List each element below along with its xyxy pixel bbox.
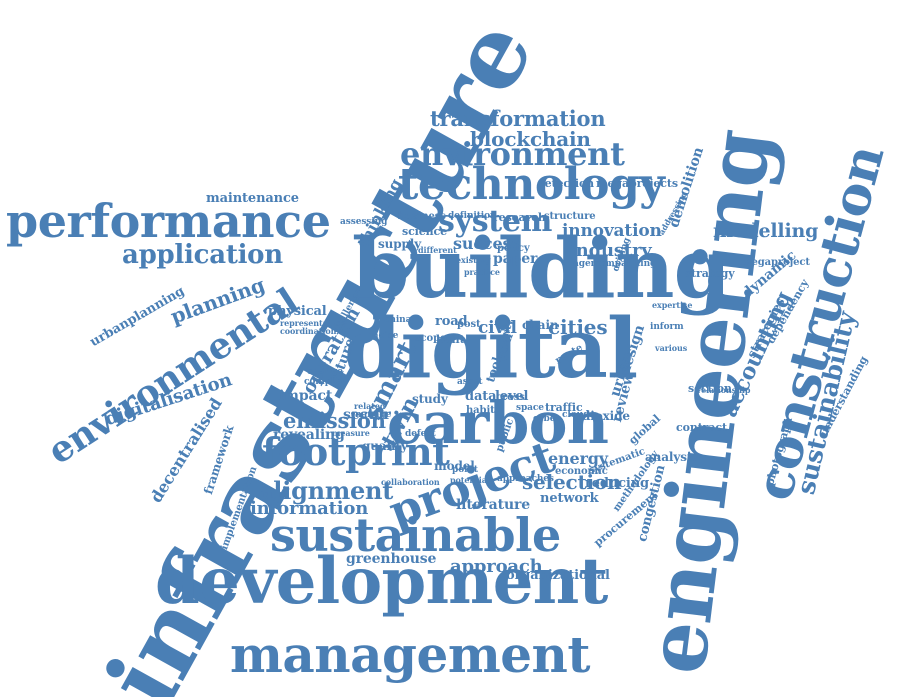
- word-scope: scope: [415, 333, 447, 344]
- word-environment: environment: [400, 135, 625, 173]
- word-network: network: [540, 491, 599, 506]
- word-inform: inform: [650, 322, 684, 332]
- word-manage: manage: [352, 410, 392, 420]
- word-application: application: [122, 240, 283, 270]
- word-selection: selection: [522, 470, 622, 494]
- word-related: related: [354, 401, 386, 411]
- word-detection: detection: [537, 177, 595, 190]
- word-sustainable: sustainable: [270, 508, 561, 562]
- word-measure: measure: [332, 428, 370, 438]
- word-modelling: modelling: [713, 220, 819, 242]
- word-paper: paper: [493, 251, 538, 267]
- word-relationship: relationship: [697, 385, 751, 395]
- word-strategy: strategy: [685, 267, 735, 280]
- word-noise: noise: [372, 331, 399, 341]
- word-policy: policy: [497, 243, 530, 254]
- word-study: study: [412, 392, 448, 406]
- word-dioxide: dioxide: [582, 409, 630, 423]
- word-blockchain: blockchain: [470, 127, 591, 151]
- word-business: business: [398, 211, 446, 222]
- word-road: road: [435, 314, 468, 329]
- word-definition: definition: [448, 211, 497, 221]
- word-section: section: [688, 382, 732, 395]
- word-cyber: cyber: [533, 414, 561, 424]
- word-impact: impact: [279, 388, 333, 404]
- word-transformation: transformation: [430, 106, 606, 131]
- word-different: different: [418, 245, 457, 255]
- word-greenhouse: greenhouse: [346, 551, 437, 567]
- word-habit: habit: [466, 405, 495, 416]
- word-point: point: [452, 465, 478, 475]
- word-success: success: [453, 234, 521, 253]
- word-built: built: [436, 333, 465, 346]
- word-organizational: organizational: [506, 568, 610, 583]
- word-representation: representation: [280, 318, 346, 328]
- word-practice: practice: [464, 267, 500, 277]
- word-supply: supply: [378, 237, 422, 251]
- word-model: model: [434, 459, 475, 473]
- word-coordination: coordination: [280, 326, 337, 336]
- word-economic: economic: [555, 466, 608, 477]
- word-structure: structure: [544, 211, 596, 222]
- word-change: change: [307, 367, 343, 377]
- word-literature: literature: [456, 497, 530, 513]
- word-quality: quality: [362, 439, 408, 453]
- word-level: level: [495, 389, 529, 404]
- word-industry: industry: [569, 240, 652, 261]
- word-civil: civil: [478, 318, 517, 338]
- word-sector: sector: [343, 407, 391, 423]
- word-building: building: [352, 221, 731, 317]
- word-physical: physical: [268, 304, 327, 319]
- word-emission: emission: [283, 408, 386, 433]
- word-collaboration: collaboration: [381, 477, 440, 487]
- word-cross: cross: [496, 392, 525, 403]
- word-data: data: [465, 389, 497, 404]
- word-management: management: [230, 625, 591, 684]
- word-megaprojects: megaprojects: [596, 177, 678, 190]
- word-alignment: alignment: [258, 476, 394, 505]
- word-asset: asset: [457, 377, 483, 387]
- word-defect: defect: [405, 429, 436, 439]
- word-existing: existing: [456, 255, 491, 265]
- word-reducing: reducing: [585, 476, 650, 491]
- word-footprint: footprint: [262, 429, 450, 474]
- word-science: science: [402, 225, 447, 238]
- word-innovation: innovation: [562, 221, 662, 241]
- word-company: company: [594, 259, 639, 269]
- word-assessing: assessing: [340, 217, 388, 227]
- word-china: china: [384, 315, 412, 325]
- word-post: post: [457, 319, 481, 330]
- word-performance: performance: [6, 194, 331, 248]
- word-expertise: expertise: [652, 300, 693, 310]
- word-space: space: [516, 403, 544, 413]
- word-technology: technology: [398, 159, 665, 210]
- word-potential: potential: [450, 475, 490, 485]
- word-analysis: analysis: [645, 450, 698, 464]
- word-development: development: [155, 544, 608, 619]
- word-traffic: traffic: [545, 401, 583, 414]
- word-information: information: [250, 498, 369, 519]
- word-agenda: agenda: [573, 259, 609, 269]
- word-contract: contract: [676, 421, 727, 434]
- word-carbon: carbon: [387, 389, 609, 457]
- word-revealing: revealing: [273, 427, 345, 443]
- word-approach: approach: [450, 556, 543, 577]
- word-various: various: [655, 343, 688, 353]
- word-system: system: [438, 204, 553, 239]
- word-energy: energy: [548, 449, 608, 468]
- word-chain: chain: [522, 318, 559, 332]
- word-research: research: [493, 211, 546, 224]
- word-fitting: fitting: [625, 259, 657, 269]
- word-approaches: approaches: [497, 474, 554, 484]
- word-cloud: cloud: [562, 410, 590, 420]
- word-digital: digital: [344, 301, 638, 397]
- word-complex: complex: [304, 377, 346, 387]
- word-megaproject: megaproject: [741, 257, 810, 268]
- word-cities: cities: [548, 315, 608, 339]
- word-maintenance: maintenance: [206, 191, 299, 206]
